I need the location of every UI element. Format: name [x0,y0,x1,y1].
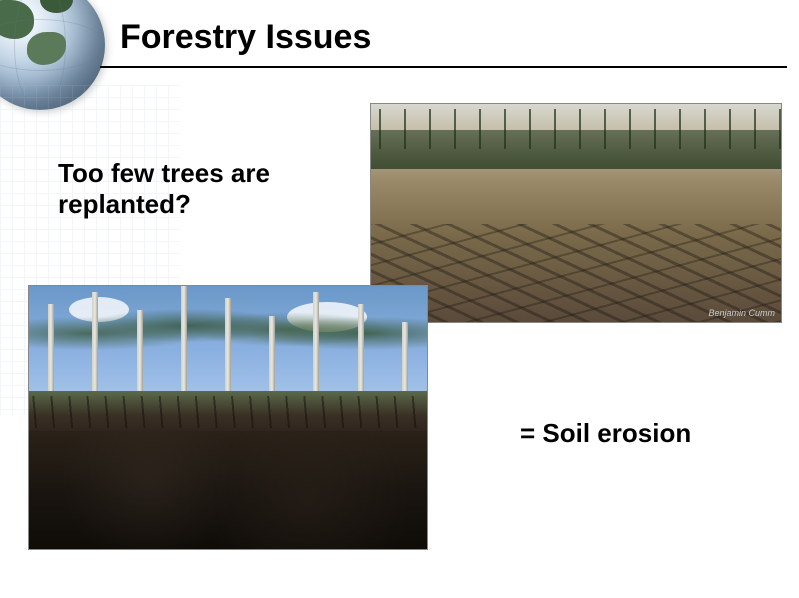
image-tree-line [371,109,781,149]
slide-body-text: Too few trees are replanted? [58,158,348,220]
image-trees [29,286,427,404]
tree-trunk [358,304,364,405]
image-soil [29,431,427,549]
image-exposed-roots [29,396,427,428]
image-soil-erosion [28,285,428,550]
tree-trunk [48,304,54,405]
slide-result-text: = Soil erosion [520,418,691,449]
slide-title: Forestry Issues [120,18,371,57]
tree-trunk [137,310,143,405]
tree-trunk [181,286,187,404]
image-credit: Benjamin Cumm [708,308,775,318]
title-underline [100,66,787,68]
image-deforestation: Benjamin Cumm [370,103,782,323]
tree-trunk [313,292,319,404]
tree-trunk [92,292,98,404]
presentation-slide: Forestry Issues Too few trees are replan… [0,0,799,598]
tree-trunk [225,298,231,405]
